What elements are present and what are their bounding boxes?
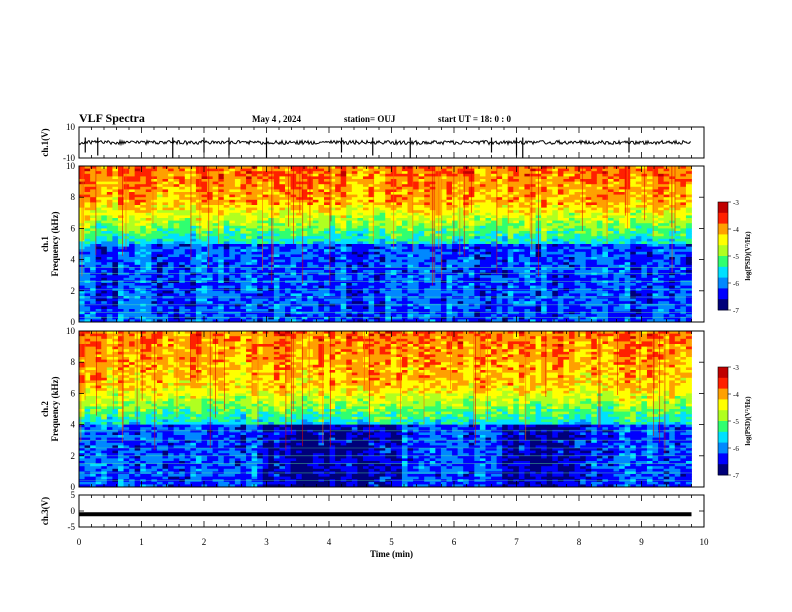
ch1-waveform-trace bbox=[78, 137, 692, 159]
start-ut-label: start UT = 18: 0 : 0 bbox=[438, 114, 511, 124]
colorbar-tick-label: -6 bbox=[733, 280, 739, 288]
x-axis-label: Time (min) bbox=[370, 549, 413, 559]
y-tick-label: 0 bbox=[71, 482, 76, 492]
x-tick-label: 9 bbox=[639, 537, 644, 547]
ch1-signal bbox=[78, 138, 692, 147]
y-tick-label: -5 bbox=[68, 522, 76, 532]
x-tick-label: 6 bbox=[452, 537, 457, 547]
y-tick-label: 0 bbox=[71, 506, 76, 516]
colorbar-tick-label: -6 bbox=[733, 445, 739, 453]
x-tick-label: 2 bbox=[202, 537, 207, 547]
x-tick-label: 8 bbox=[577, 537, 582, 547]
x-tick-label: 5 bbox=[389, 537, 394, 547]
x-tick-label: 7 bbox=[514, 537, 519, 547]
x-tick-label: 4 bbox=[327, 537, 332, 547]
date-label: May 4 , 2024 bbox=[252, 114, 301, 124]
y-tick-label: 10 bbox=[66, 122, 76, 132]
y-tick-label: 4 bbox=[71, 420, 76, 430]
y-tick-label: 6 bbox=[71, 388, 76, 398]
colorbar-tick-label: -4 bbox=[733, 226, 739, 234]
colorbar-label: log(PSD)(V²/Hz) bbox=[744, 231, 752, 281]
y-tick-label: 0 bbox=[71, 317, 76, 327]
colorbar-tick-label: -5 bbox=[733, 253, 739, 261]
colorbar-ch2-spectrogram: -3 -4 -5 -6 -7 log(PSD)(V²/Hz) bbox=[717, 364, 752, 480]
chart-title: VLF Spectra bbox=[79, 111, 145, 125]
y-tick-label: 8 bbox=[71, 357, 76, 367]
colorbar-tick-label: -7 bbox=[733, 472, 739, 480]
y-axis-label: ch.2 bbox=[40, 401, 50, 417]
x-tick-label: 3 bbox=[264, 537, 269, 547]
x-tick-label: 1 bbox=[139, 537, 144, 547]
y-tick-label: 4 bbox=[71, 255, 76, 265]
colorbar-ch1-spectrogram: -3 -4 -5 -6 -7 log(PSD)(V²/Hz) bbox=[717, 199, 752, 315]
x-tick-label: 10 bbox=[700, 537, 710, 547]
y-axis-label: ch.1(V) bbox=[40, 128, 50, 156]
y-axis-label: Frequency (kHz) bbox=[50, 376, 60, 441]
colorbar-tick-label: -7 bbox=[733, 307, 739, 315]
y-tick-label: 6 bbox=[71, 223, 76, 233]
y-tick-label: 2 bbox=[71, 286, 76, 296]
colorbar-tick-label: -3 bbox=[733, 364, 739, 372]
y-axis-label: ch.1 bbox=[40, 236, 50, 252]
y-tick-label: 10 bbox=[66, 161, 76, 171]
station-label: station= OUJ bbox=[344, 114, 396, 124]
colorbar-tick-label: -3 bbox=[733, 199, 739, 207]
y-axis-label: Frequency (kHz) bbox=[50, 211, 60, 276]
y-tick-label: 5 bbox=[71, 490, 76, 500]
x-tick-label: 0 bbox=[77, 537, 82, 547]
y-axis-label: ch.3(V) bbox=[40, 497, 50, 525]
spectrogram-ch1-spectrogram bbox=[79, 166, 692, 323]
y-tick-label: 2 bbox=[71, 451, 76, 461]
colorbar-tick-label: -5 bbox=[733, 418, 739, 426]
y-tick-label: 8 bbox=[71, 192, 76, 202]
colorbar-label: log(PSD)(V²/Hz) bbox=[744, 396, 752, 446]
y-tick-label: -10 bbox=[63, 153, 75, 163]
colorbar-tick-label: -4 bbox=[733, 391, 739, 399]
spectrogram-ch2-spectrogram bbox=[79, 331, 692, 488]
y-tick-label: 10 bbox=[66, 326, 76, 336]
